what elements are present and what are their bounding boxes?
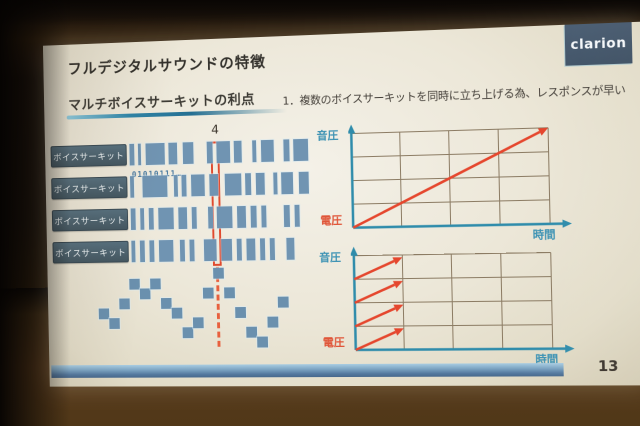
chart-single-circuit: 音圧 電圧 時間 [316,116,614,247]
pixel-waveform-sample [170,306,184,320]
pixel-waveform-sample [256,335,270,349]
clarion-logo: clarion [564,22,633,66]
page-number: 13 [597,358,619,376]
clarion-logo-text: clarion [570,35,627,53]
pixel-waveform-sample [97,307,111,321]
sample-count-label: 4 [211,121,220,137]
pixel-waveform-sample [234,305,248,319]
pixel-waveform-sample [191,316,205,330]
pixel-waveform-sample [108,317,121,330]
pixel-waveform-sample [266,315,280,329]
digital-bitstream-row [130,236,317,264]
pixel-waveform-sample [181,326,195,340]
pixel-waveform-sample [118,297,131,311]
pixel-waveform-sample [201,286,215,300]
voice-circuit-diagram: 01010111… 4 ボイスサーキット ボイスサーキット ボイスサーキット ボイスサ… [45,122,349,373]
chart-plot-area [348,117,576,246]
y-axis-label-bottom: 電圧 [320,213,343,228]
slide-title: フルデジタルサウンドの特徴 [67,52,266,78]
y-axis-label-top: 音圧 [319,250,342,265]
slide-footer-bar [51,363,564,378]
y-axis-label-bottom: 電圧 [322,335,345,350]
chart-multi-circuit: 音圧 電圧 時間 [319,241,617,368]
pixel-waveform-sample [128,277,141,291]
pixel-waveform-sample [223,286,236,300]
digital-bitstream-row [128,170,316,199]
pixel-waveform-sample [276,295,290,309]
sample-marker-dashed-line [215,266,221,347]
y-axis-label-top: 音圧 [316,128,339,143]
curtain-shadow [0,0,70,426]
digital-bitstream-row [129,203,317,231]
chart-plot-area [351,242,580,368]
digital-bitstream-row [128,137,315,167]
presentation-slide: clarion フルデジタルサウンドの特徴 マルチボイスサーキットの利点 1．複… [42,21,640,387]
ceiling-shadow [0,0,640,26]
pixel-waveform-sample [159,296,173,310]
bullet-text: 1．複数のボイスサーキットを同時に立ち上げる為、レスポンスが早い [282,83,626,108]
pixel-waveform-sample [212,266,225,280]
pixel-waveform-sample [245,325,259,339]
pixel-waveform-sample [149,277,162,291]
pixel-waveform-sample [138,287,152,301]
